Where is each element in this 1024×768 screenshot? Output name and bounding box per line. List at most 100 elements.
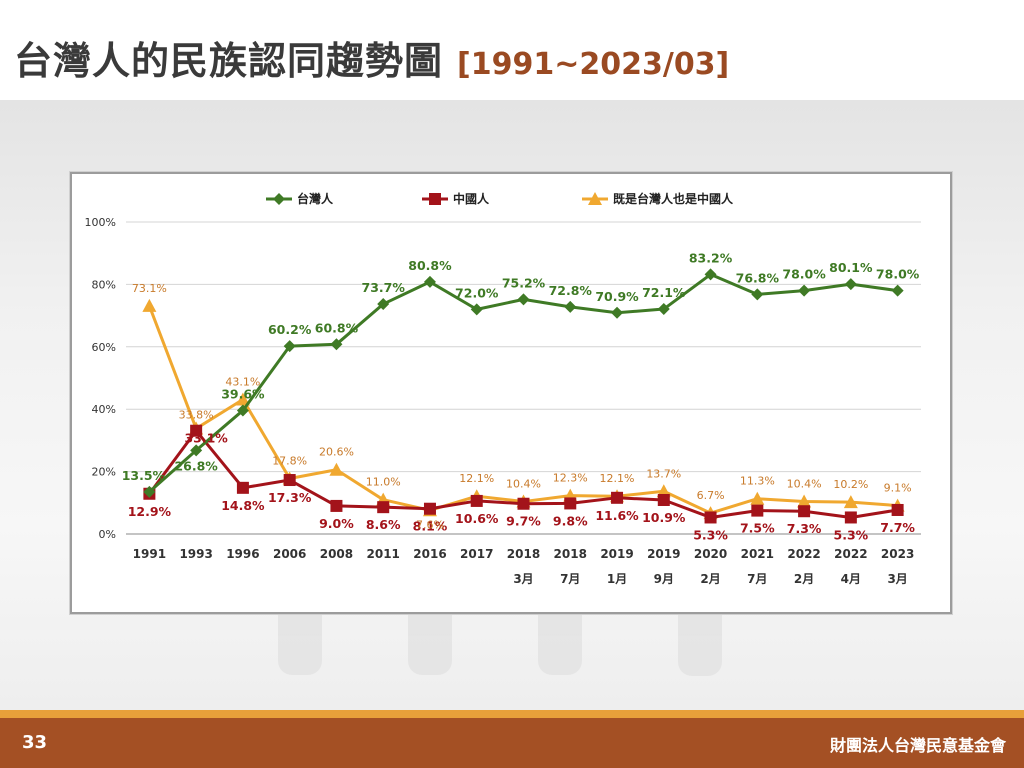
data-point [844, 278, 857, 291]
slide-subtitle: [1991~2023/03] [457, 47, 730, 82]
data-label: 13.5% [122, 468, 166, 483]
slide-title: 台灣人的民族認同趨勢圖 [1991~2023/03] [14, 39, 730, 83]
data-point [657, 303, 670, 316]
x-tick-sublabel: 1月 [607, 572, 627, 586]
data-label: 33.8% [179, 409, 214, 422]
data-label: 9.8% [553, 513, 588, 528]
x-tick-label: 2011 [367, 547, 400, 561]
data-label: 12.9% [128, 504, 172, 519]
data-point [797, 494, 812, 508]
x-tick-label: 2016 [413, 547, 446, 561]
x-tick-sublabel: 9月 [654, 572, 674, 586]
data-point [798, 284, 811, 297]
data-point [891, 503, 904, 516]
data-label: 7.3% [787, 521, 822, 536]
data-point [798, 505, 811, 518]
data-point [423, 275, 436, 288]
data-label: 60.8% [315, 320, 359, 335]
data-point [235, 392, 250, 406]
x-tick-label: 2006 [273, 547, 306, 561]
data-label: 78.0% [782, 267, 826, 282]
y-tick-label: 0% [99, 528, 116, 541]
x-tick-label: 1993 [179, 547, 212, 561]
x-tick-label: 1991 [133, 547, 166, 561]
data-point [611, 491, 624, 504]
title-bar: 台灣人的民族認同趨勢圖 [1991~2023/03] [0, 0, 1024, 100]
x-tick-label: 2008 [320, 547, 353, 561]
chart-frame [70, 172, 952, 614]
legend-label: 中國人 [453, 191, 490, 206]
footer-bar: 33 財團法人台灣民意基金會 [0, 718, 1024, 768]
legend-marker [588, 192, 602, 205]
data-label: 14.8% [221, 498, 265, 513]
data-point [751, 504, 764, 517]
data-point [236, 404, 249, 417]
legend-label: 台灣人 [297, 191, 334, 206]
data-label: 11.0% [366, 476, 401, 489]
data-point [470, 494, 483, 507]
x-tick-label: 2022 [787, 547, 820, 561]
series-line [148, 272, 898, 494]
data-label: 10.9% [642, 510, 686, 525]
data-label: 10.2% [833, 478, 868, 491]
y-tick-label: 40% [92, 403, 116, 416]
data-point [704, 268, 717, 281]
legend-label: 既是台灣人也是中國人 [613, 191, 734, 206]
data-label: 5.3% [693, 527, 728, 542]
data-label: 8.1% [413, 519, 448, 534]
x-tick-label: 2023 [881, 547, 914, 561]
data-label: 17.8% [272, 454, 307, 467]
legend-marker [273, 193, 285, 205]
data-point [564, 300, 577, 313]
data-point [283, 474, 296, 487]
data-label: 7.7% [880, 520, 915, 535]
data-point [891, 284, 904, 297]
data-label: 73.1% [132, 282, 167, 295]
data-point [190, 444, 203, 457]
data-label: 11.6% [595, 508, 639, 523]
data-point [751, 288, 764, 301]
data-point [142, 298, 157, 312]
data-point [377, 501, 390, 514]
data-label: 78.0% [876, 267, 920, 282]
data-label: 10.6% [455, 511, 499, 526]
x-tick-label: 2021 [741, 547, 774, 561]
data-label: 6.7% [697, 489, 725, 502]
data-label: 10.4% [787, 478, 822, 491]
data-point [423, 502, 436, 515]
y-tick-label: 100% [85, 216, 116, 229]
data-label: 10.4% [506, 478, 541, 491]
data-label: 13.7% [646, 467, 681, 480]
data-point [564, 497, 577, 510]
data-label: 70.9% [595, 289, 639, 304]
legend-marker [429, 193, 441, 205]
x-tick-sublabel: 2月 [794, 572, 814, 586]
x-tick-label: 2022 [834, 547, 867, 561]
identity-line-chart: 0% 20% 40% 60% 80% 100% 1991 1993 1996 2006 2008 20… [85, 191, 921, 586]
page-number: 33 [22, 732, 48, 753]
x-tick-label: 2019 [600, 547, 633, 561]
data-label: 9.7% [506, 514, 541, 529]
data-label: 39.6% [221, 386, 265, 401]
data-point [517, 497, 530, 510]
x-tick-label: 1996 [226, 547, 259, 561]
organization-name: 財團法人台灣民意基金會 [829, 736, 1006, 755]
data-point [704, 511, 717, 524]
data-point [843, 495, 858, 509]
data-label: 72.0% [455, 285, 499, 300]
data-label: 9.0% [319, 516, 354, 531]
data-label: 17.3% [268, 490, 312, 505]
data-label: 43.1% [225, 376, 260, 389]
data-point [330, 338, 343, 351]
data-label: 26.8% [174, 458, 218, 473]
data-label: 12.3% [553, 472, 588, 485]
data-point [611, 306, 624, 319]
footer-accent-line [0, 710, 1024, 718]
y-tick-label: 20% [92, 466, 116, 479]
data-label: 80.8% [408, 258, 452, 273]
data-label: 72.8% [549, 283, 593, 298]
data-point [517, 293, 530, 306]
x-tick-label: 2019 [647, 547, 680, 561]
data-point [470, 303, 483, 316]
data-label: 5.3% [834, 527, 869, 542]
